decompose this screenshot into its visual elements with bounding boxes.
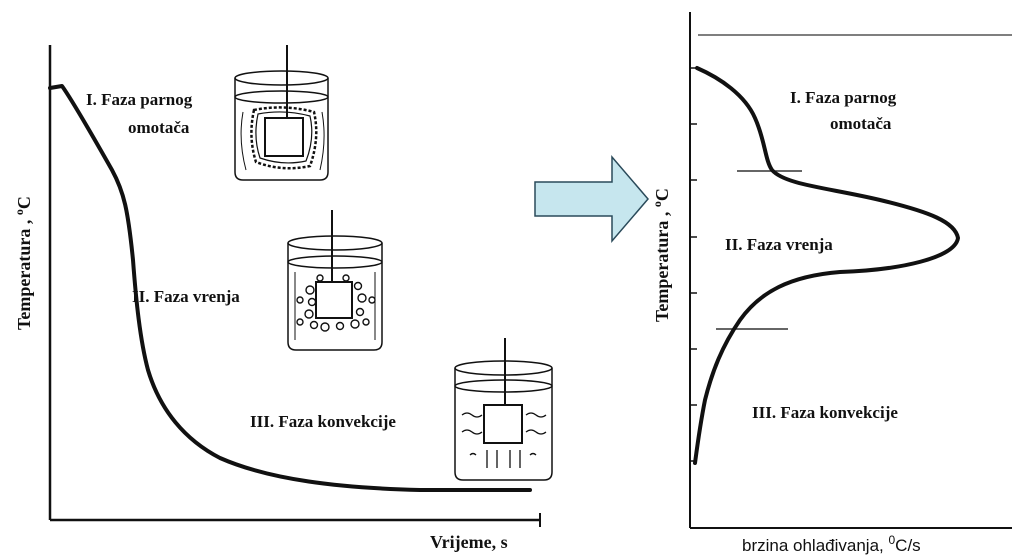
right-phase-1-label-line1: I. Faza parnog	[790, 88, 897, 107]
right-cooling-rate-curve	[693, 66, 960, 465]
left-y-axis-label: Temperatura , oC	[12, 196, 34, 330]
transition-arrow-icon	[534, 154, 649, 244]
left-cooling-curve-diagram: Temperatura , oC Vrijeme, s I. Faza parn…	[12, 45, 553, 552]
left-phase-2-label: II. Faza vrenja	[132, 287, 240, 306]
left-cooling-curve	[48, 84, 532, 492]
left-x-axis-label: Vrijeme, s	[430, 532, 508, 552]
beaker-vapor-blanket-icon	[234, 45, 329, 181]
right-cooling-rate-diagram: Temperatura , oC brzina ohlađivanja, 0C/…	[650, 12, 1012, 555]
right-y-axis-label: Temperatura , oC	[650, 188, 672, 322]
left-phase-3-label: III. Faza konvekcije	[250, 412, 396, 431]
beaker-boiling-icon	[287, 210, 383, 351]
right-phase-1-label-line2: omotača	[830, 114, 892, 133]
right-phase-3-label: III. Faza konvekcije	[752, 403, 898, 422]
beaker-convection-icon	[454, 338, 553, 481]
left-phase-1-label-line1: I. Faza parnog	[86, 90, 193, 109]
left-phase-1-label-line2: omotača	[128, 118, 190, 137]
right-y-ticks	[690, 67, 697, 462]
right-phase-2-label: II. Faza vrenja	[725, 235, 833, 254]
right-x-axis-label: brzina ohlađivanja, 0C/s	[742, 533, 921, 555]
